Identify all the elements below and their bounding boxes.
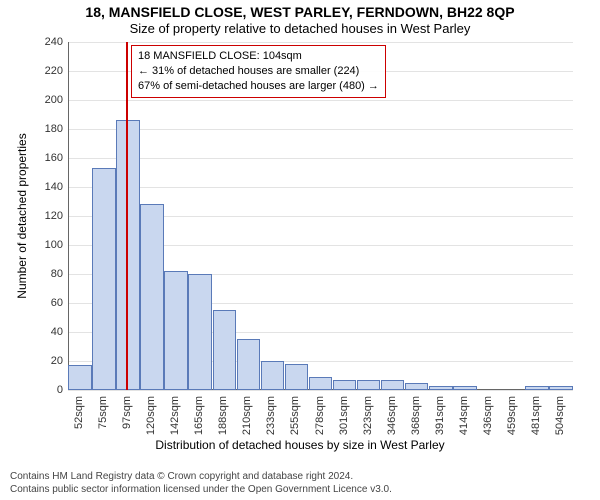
ytick-label: 100 — [23, 239, 63, 251]
histogram-bar — [261, 361, 285, 390]
histogram-bar — [188, 274, 212, 390]
histogram-bar — [429, 386, 453, 390]
histogram-bar — [357, 380, 381, 390]
histogram-bar — [213, 310, 237, 390]
xtick-label: 301sqm — [338, 396, 350, 435]
xtick-label: 436sqm — [482, 396, 494, 435]
xtick-label: 481sqm — [530, 396, 542, 435]
xtick-label: 346sqm — [386, 396, 398, 435]
histogram-bar — [309, 377, 333, 390]
xtick-label: 120sqm — [145, 396, 157, 435]
xtick-label: 414sqm — [458, 396, 470, 435]
xtick-label: 459sqm — [506, 396, 518, 435]
histogram-bar — [381, 380, 405, 390]
chart-plot-area: 18 MANSFIELD CLOSE: 104sqm← 31% of detac… — [68, 42, 573, 390]
histogram-bar — [116, 120, 140, 390]
ytick-label: 240 — [23, 36, 63, 48]
xtick-label: 255sqm — [289, 396, 301, 435]
callout-line1: 18 MANSFIELD CLOSE: 104sqm — [138, 49, 379, 64]
ytick-label: 0 — [23, 384, 63, 396]
xtick-label: 52sqm — [73, 396, 85, 429]
xtick-label: 504sqm — [554, 396, 566, 435]
xtick-label: 188sqm — [217, 396, 229, 435]
ytick-label: 140 — [23, 181, 63, 193]
histogram-bar — [285, 364, 309, 390]
histogram-bar — [140, 204, 164, 390]
subtitle: Size of property relative to detached ho… — [0, 21, 600, 36]
callout-box: 18 MANSFIELD CLOSE: 104sqm← 31% of detac… — [131, 45, 386, 98]
histogram-bar — [405, 383, 429, 390]
ytick-label: 180 — [23, 123, 63, 135]
histogram-bar — [333, 380, 357, 390]
ytick-label: 60 — [23, 297, 63, 309]
histogram-bar — [68, 365, 92, 390]
xtick-label: 368sqm — [410, 396, 422, 435]
reference-line — [126, 42, 128, 390]
ytick-label: 220 — [23, 65, 63, 77]
xtick-label: 75sqm — [97, 396, 109, 429]
histogram-bar — [549, 386, 573, 390]
ytick-label: 200 — [23, 94, 63, 106]
xtick-label: 210sqm — [241, 396, 253, 435]
histogram-bar — [237, 339, 261, 390]
ytick-label: 160 — [23, 152, 63, 164]
xtick-label: 142sqm — [169, 396, 181, 435]
xtick-label: 278sqm — [314, 396, 326, 435]
footer-attribution: Contains HM Land Registry data © Crown c… — [10, 471, 392, 496]
xtick-label: 165sqm — [193, 396, 205, 435]
xtick-label: 391sqm — [434, 396, 446, 435]
ytick-label: 40 — [23, 326, 63, 338]
ytick-label: 120 — [23, 210, 63, 222]
ytick-label: 80 — [23, 268, 63, 280]
callout-line2: ← 31% of detached houses are smaller (22… — [138, 64, 379, 79]
ytick-label: 20 — [23, 355, 63, 367]
footer-line2: Contains public sector information licen… — [10, 484, 392, 497]
chart-titles: 18, MANSFIELD CLOSE, WEST PARLEY, FERNDO… — [0, 0, 600, 36]
histogram-bar — [164, 271, 188, 390]
histogram-bar — [525, 386, 549, 390]
address-title: 18, MANSFIELD CLOSE, WEST PARLEY, FERNDO… — [0, 4, 600, 20]
footer-line1: Contains HM Land Registry data © Crown c… — [10, 471, 392, 484]
callout-line3: 67% of semi-detached houses are larger (… — [138, 79, 379, 94]
xtick-label: 323sqm — [362, 396, 374, 435]
histogram-bar — [453, 386, 477, 390]
x-axis-label: Distribution of detached houses by size … — [0, 438, 600, 452]
xtick-label: 97sqm — [121, 396, 133, 429]
histogram-bar — [92, 168, 116, 390]
xtick-label: 233sqm — [265, 396, 277, 435]
